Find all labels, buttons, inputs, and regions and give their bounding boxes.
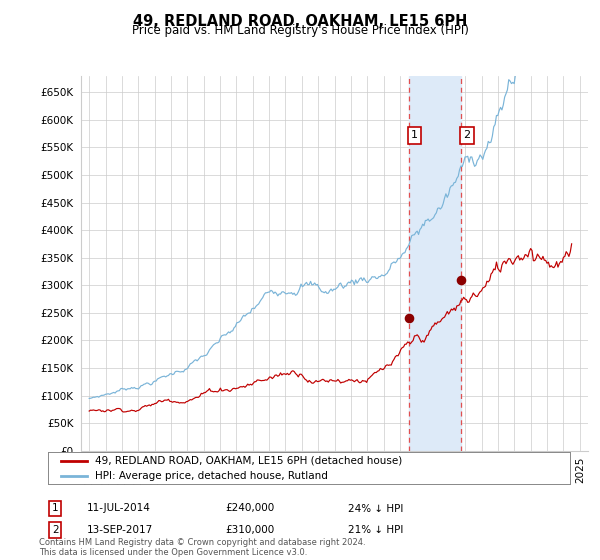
Text: £310,000: £310,000 <box>225 525 274 535</box>
Text: 1: 1 <box>52 503 59 514</box>
Text: 2: 2 <box>52 525 59 535</box>
Point <box>404 314 413 323</box>
Text: 2: 2 <box>463 130 470 140</box>
Bar <box>409 76 461 451</box>
Text: 24% ↓ HPI: 24% ↓ HPI <box>348 503 403 514</box>
Text: 21% ↓ HPI: 21% ↓ HPI <box>348 525 403 535</box>
Point <box>456 276 466 284</box>
Text: Contains HM Land Registry data © Crown copyright and database right 2024.
This d: Contains HM Land Registry data © Crown c… <box>39 538 365 557</box>
Text: 49, REDLAND ROAD, OAKHAM, LE15 6PH: 49, REDLAND ROAD, OAKHAM, LE15 6PH <box>133 14 467 29</box>
Text: £240,000: £240,000 <box>225 503 274 514</box>
Text: 11-JUL-2014: 11-JUL-2014 <box>87 503 151 514</box>
Text: 49, REDLAND ROAD, OAKHAM, LE15 6PH (detached house): 49, REDLAND ROAD, OAKHAM, LE15 6PH (deta… <box>95 456 402 466</box>
Text: HPI: Average price, detached house, Rutland: HPI: Average price, detached house, Rutl… <box>95 470 328 480</box>
Text: Price paid vs. HM Land Registry's House Price Index (HPI): Price paid vs. HM Land Registry's House … <box>131 24 469 36</box>
Text: 1: 1 <box>411 130 418 140</box>
Text: 13-SEP-2017: 13-SEP-2017 <box>87 525 153 535</box>
